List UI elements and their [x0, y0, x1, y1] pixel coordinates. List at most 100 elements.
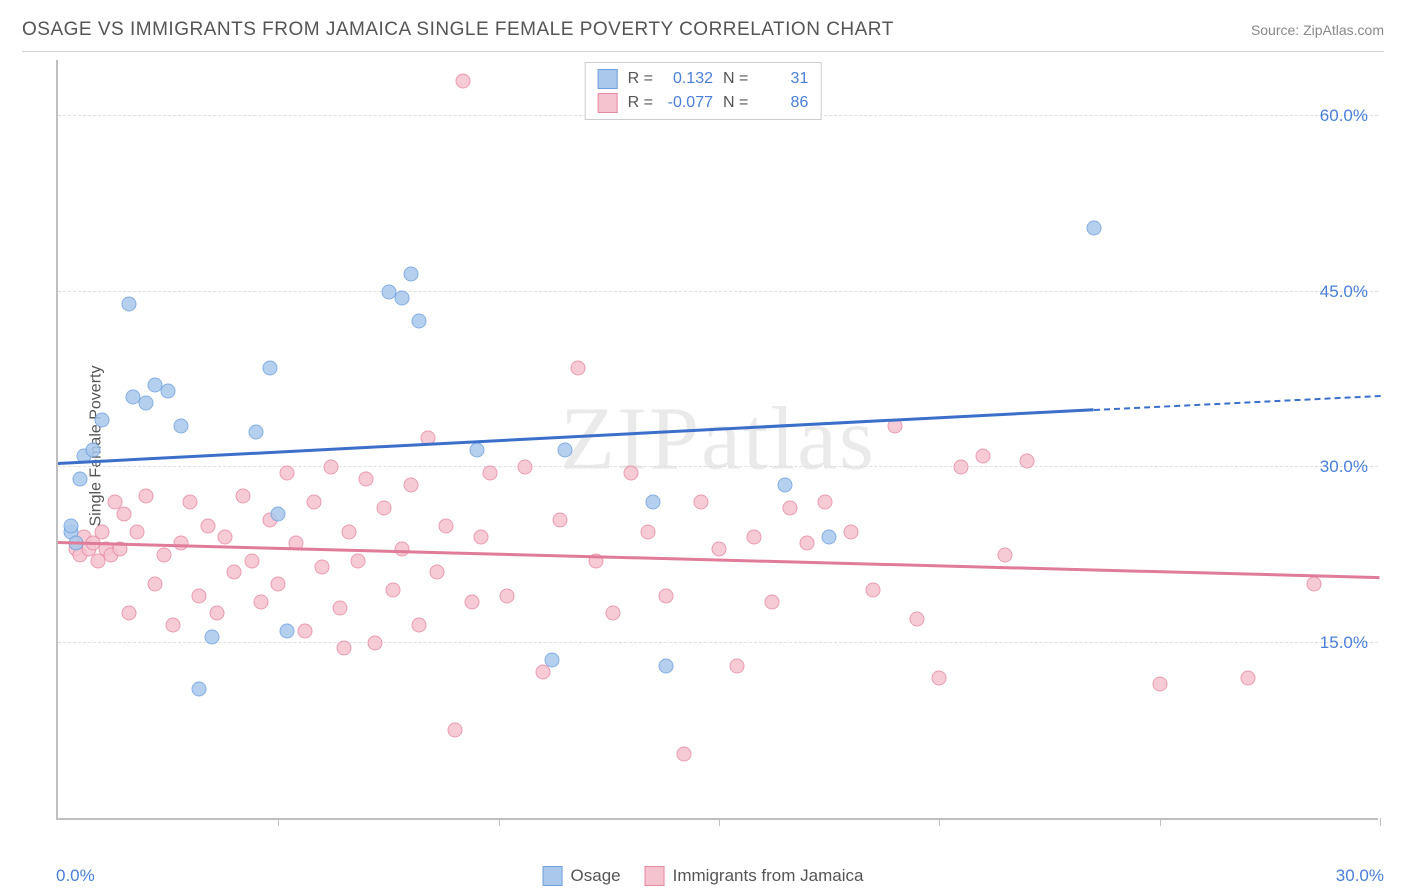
jamaica-point — [236, 489, 251, 504]
osage-point — [271, 507, 286, 522]
n-label: N = — [723, 70, 748, 88]
osage-swatch — [598, 69, 618, 89]
jamaica-point — [954, 460, 969, 475]
jamaica-point — [368, 635, 383, 650]
jamaica-point — [764, 594, 779, 609]
source-prefix: Source: — [1251, 22, 1303, 38]
jamaica-point — [165, 618, 180, 633]
x-tick — [499, 818, 500, 826]
osage-point — [469, 442, 484, 457]
jamaica-point — [606, 606, 621, 621]
jamaica-point — [1240, 670, 1255, 685]
jamaica-point — [192, 588, 207, 603]
jamaica-point — [1152, 676, 1167, 691]
jamaica-point — [623, 466, 638, 481]
jamaica-point — [844, 524, 859, 539]
jamaica-point — [474, 530, 489, 545]
jamaica-point — [156, 547, 171, 562]
jamaica-point — [553, 512, 568, 527]
jamaica-point — [271, 577, 286, 592]
source-attribution: Source: ZipAtlas.com — [1251, 22, 1384, 38]
jamaica-point — [447, 723, 462, 738]
jamaica-point — [676, 746, 691, 761]
source-name: ZipAtlas.com — [1303, 22, 1384, 38]
jamaica-point — [306, 495, 321, 510]
jamaica-point — [333, 600, 348, 615]
osage-point — [73, 471, 88, 486]
jamaica-point — [139, 489, 154, 504]
gridline-h — [58, 642, 1378, 643]
osage-point — [544, 653, 559, 668]
jamaica-point — [910, 612, 925, 627]
x-min-label: 0.0% — [56, 866, 95, 886]
jamaica-point — [729, 659, 744, 674]
jamaica-point — [121, 606, 136, 621]
jamaica-point — [200, 518, 215, 533]
osage-point — [394, 290, 409, 305]
stats-legend: R = 0.132 N = 31 R = -0.077 N = 86 — [585, 62, 822, 120]
jamaica-point — [209, 606, 224, 621]
jamaica-point — [694, 495, 709, 510]
osage-point — [280, 623, 295, 638]
jamaica-point — [324, 460, 339, 475]
osage-point — [174, 419, 189, 434]
jamaica-r-value: -0.077 — [663, 94, 713, 112]
jamaica-point — [183, 495, 198, 510]
jamaica-point — [1306, 577, 1321, 592]
gridline-h — [58, 291, 1378, 292]
jamaica-point — [817, 495, 832, 510]
jamaica-point — [218, 530, 233, 545]
osage-point — [557, 442, 572, 457]
jamaica-point — [130, 524, 145, 539]
legend-item-jamaica: Immigrants from Jamaica — [645, 866, 864, 886]
osage-point — [249, 425, 264, 440]
jamaica-point — [482, 466, 497, 481]
osage-point — [205, 629, 220, 644]
y-tick-label: 60.0% — [1320, 106, 1368, 126]
jamaica-point — [932, 670, 947, 685]
gridline-h — [58, 466, 1378, 467]
r-label: R = — [628, 94, 653, 112]
osage-swatch — [543, 866, 563, 886]
jamaica-point — [518, 460, 533, 475]
jamaica-point — [95, 524, 110, 539]
osage-point — [161, 384, 176, 399]
jamaica-point — [412, 618, 427, 633]
jamaica-point — [800, 536, 815, 551]
stats-row-osage: R = 0.132 N = 31 — [598, 67, 809, 91]
x-tick — [719, 818, 720, 826]
osage-point — [192, 682, 207, 697]
osage-point — [262, 360, 277, 375]
jamaica-point — [500, 588, 515, 603]
jamaica-swatch — [645, 866, 665, 886]
jamaica-point — [998, 547, 1013, 562]
osage-point — [403, 267, 418, 282]
series-legend: Osage Immigrants from Jamaica — [543, 866, 864, 886]
jamaica-point — [227, 565, 242, 580]
jamaica-point — [659, 588, 674, 603]
jamaica-point — [359, 471, 374, 486]
plot-area: ZIPatlas 15.0%30.0%45.0%60.0% — [56, 60, 1378, 820]
trend-line — [1094, 395, 1381, 411]
watermark: ZIPatlas — [560, 388, 876, 491]
jamaica-label: Immigrants from Jamaica — [673, 866, 864, 886]
jamaica-point — [570, 360, 585, 375]
osage-label: Osage — [571, 866, 621, 886]
jamaica-point — [456, 74, 471, 89]
jamaica-point — [385, 583, 400, 598]
x-tick — [939, 818, 940, 826]
legend-item-osage: Osage — [543, 866, 621, 886]
stats-row-jamaica: R = -0.077 N = 86 — [598, 91, 809, 115]
n-label: N = — [723, 94, 748, 112]
jamaica-point — [297, 623, 312, 638]
osage-point — [95, 413, 110, 428]
osage-point — [64, 518, 79, 533]
jamaica-point — [117, 507, 132, 522]
y-tick-label: 30.0% — [1320, 457, 1368, 477]
jamaica-swatch — [598, 93, 618, 113]
x-tick — [278, 818, 279, 826]
correlation-chart: OSAGE VS IMMIGRANTS FROM JAMAICA SINGLE … — [0, 0, 1406, 892]
osage-point — [121, 296, 136, 311]
x-max-label: 30.0% — [1336, 866, 1384, 886]
jamaica-point — [438, 518, 453, 533]
